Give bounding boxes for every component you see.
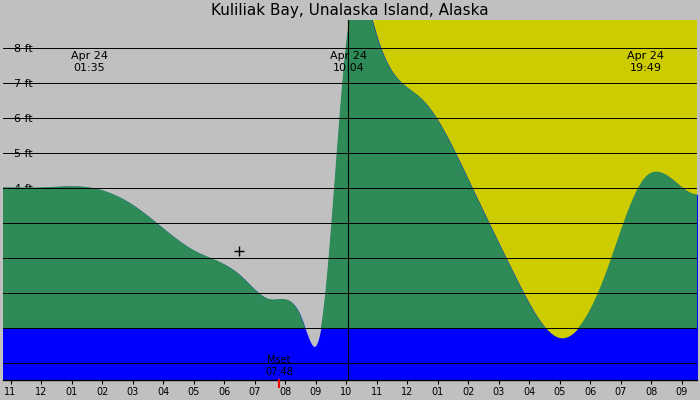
Text: Apr 24
01:35: Apr 24 01:35 (71, 51, 108, 73)
Text: Apr 24
19:49: Apr 24 19:49 (627, 51, 664, 73)
Title: Kuliliak Bay, Unalaska Island, Alaska: Kuliliak Bay, Unalaska Island, Alaska (211, 3, 489, 18)
Bar (349, 20, 700, 380)
Text: Mset
07:48: Mset 07:48 (265, 355, 293, 377)
Text: Apr 24
10:04: Apr 24 10:04 (330, 51, 367, 73)
